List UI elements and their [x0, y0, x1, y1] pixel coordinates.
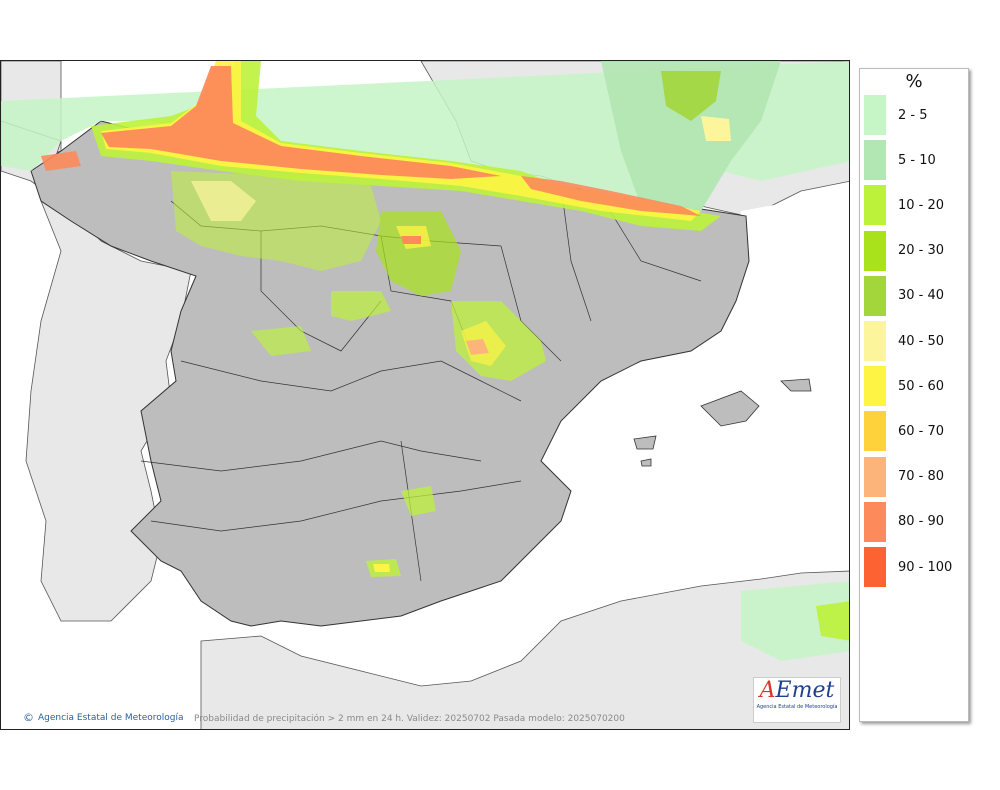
legend-label: 2 - 5	[898, 107, 928, 123]
legend-item: 60 - 70	[864, 411, 945, 452]
legend-label: 70 - 80	[898, 469, 945, 485]
legend-swatch	[864, 230, 886, 271]
legend-label: 20 - 30	[898, 243, 945, 259]
precipitation-map	[1, 61, 849, 729]
map-caption: Probabilidad de precipitación > 2 mm en …	[194, 714, 625, 724]
legend-item: 2 - 5	[864, 95, 928, 135]
legend-swatch	[864, 456, 886, 497]
legend-item: 5 - 10	[864, 140, 936, 181]
legend-label: 30 - 40	[898, 288, 945, 304]
map-frame: © Agencia Estatal de Meteorología Probab…	[0, 60, 850, 730]
legend-unit: %	[905, 71, 923, 92]
legend-swatch	[864, 501, 886, 542]
legend-swatch	[864, 411, 886, 452]
legend-label: 5 - 10	[898, 152, 936, 168]
legend-swatch	[864, 95, 886, 135]
legend-item: 80 - 90	[864, 501, 945, 542]
legend-item: 40 - 50	[864, 321, 944, 361]
precipitation-probability	[1, 61, 849, 661]
legend-label: 10 - 20	[898, 197, 945, 213]
aemet-logo: AEmet Agencia Estatal de Meteorología	[753, 677, 841, 723]
legend-item: 10 - 20	[864, 185, 945, 226]
legend-swatch	[864, 547, 886, 587]
legend-item: 20 - 30	[864, 230, 945, 271]
legend-item: 90 - 100	[864, 547, 952, 587]
legend-swatch	[864, 366, 886, 407]
legend: % 2 - 5 5 - 10 10 - 20 20 - 30 30 - 40 40 - 5…	[859, 68, 969, 722]
agency-credit: © Agencia Estatal de Meteorología	[23, 711, 184, 724]
legend-label: 90 - 100	[898, 559, 953, 575]
legend-swatch	[864, 321, 886, 361]
legend-swatch	[864, 185, 886, 226]
legend-label: 80 - 90	[898, 514, 945, 530]
legend-label: 50 - 60	[898, 378, 945, 394]
logo-subtitle: Agencia Estatal de Meteorología	[756, 704, 838, 710]
legend-item: 70 - 80	[864, 456, 945, 497]
legend-swatch	[864, 140, 886, 181]
legend-label: 60 - 70	[898, 423, 945, 439]
legend-swatch	[864, 275, 886, 316]
legend-item: 50 - 60	[864, 366, 945, 407]
legend-item: 30 - 40	[864, 275, 945, 316]
copyright-icon: ©	[23, 711, 34, 724]
credit-text: Agencia Estatal de Meteorología	[38, 712, 184, 723]
legend-label: 40 - 50	[898, 333, 945, 349]
